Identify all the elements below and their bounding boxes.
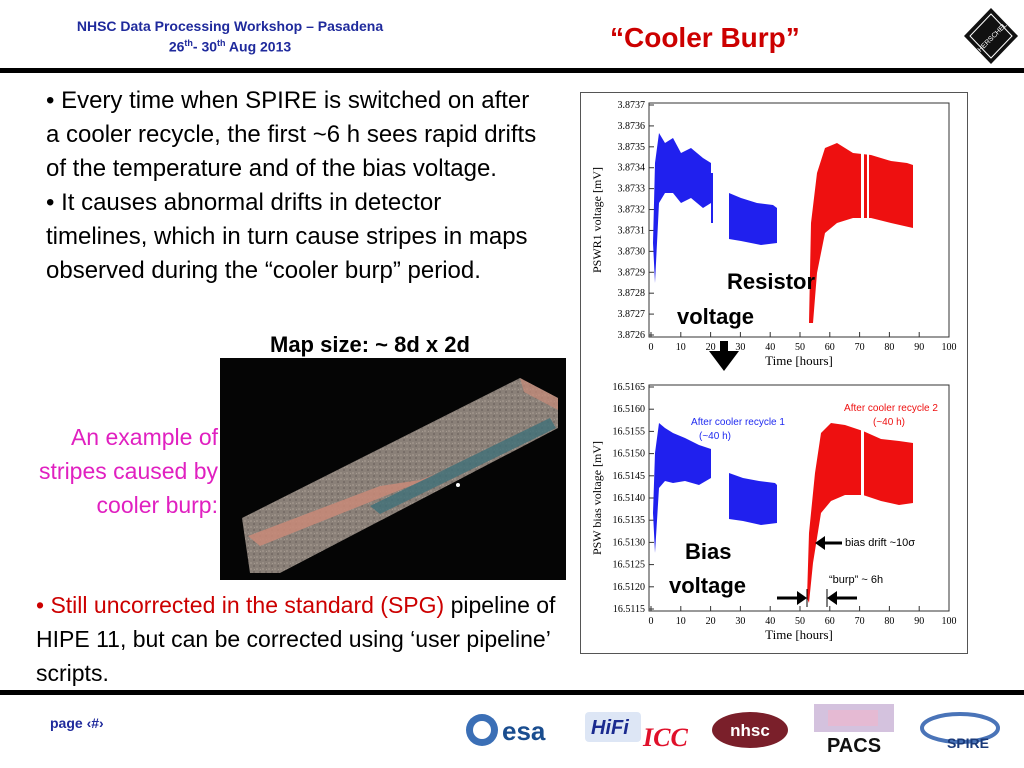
svg-text:nhsc: nhsc [730, 721, 770, 740]
top-y-tick-label: 3.8728 [618, 288, 646, 299]
stripe-map-image [220, 358, 566, 580]
svg-text:SPIRE: SPIRE [947, 735, 989, 751]
bottom-red-series [807, 423, 913, 603]
top-x-tick-label: 0 [649, 342, 654, 353]
bottom-x-tick-label: 10 [676, 616, 686, 627]
bottom-y-tick-label: 16.5130 [613, 537, 646, 548]
recycle1-annotation-l2: (~40 h) [699, 431, 731, 442]
top-x-tick-label: 60 [825, 342, 835, 353]
bias-label-line2: voltage [669, 573, 746, 598]
recycle1-annotation-l1: After cooler recycle 1 [691, 417, 785, 428]
hifi-icc-logo: HiFi ICC [585, 712, 688, 752]
pipeline-red-text: Still uncorrected in the standard (SPG) [50, 592, 445, 618]
bottom-y-tick-label: 16.5155 [613, 426, 646, 437]
pacs-logo: PACS [814, 704, 894, 756]
spire-logo: SPIRE [920, 712, 1000, 751]
left-arrow-icon [815, 536, 842, 550]
top-y-tick-label: 3.8737 [618, 100, 646, 111]
bullet-list: • Every time when SPIRE is switched on a… [46, 84, 546, 288]
bottom-y-tick-label: 16.5125 [613, 560, 646, 571]
bottom-x-tick-label: 40 [765, 616, 775, 627]
svg-text:PACS: PACS [827, 735, 881, 756]
bullet-pipeline: • Still uncorrected in the standard (SPG… [36, 592, 556, 686]
top-x-tick-label: 80 [884, 342, 894, 353]
bottom-y-tick-label: 16.5165 [613, 382, 646, 393]
bottom-x-tick-label: 0 [649, 616, 654, 627]
workshop-header: NHSC Data Processing Workshop – Pasadena… [40, 18, 420, 56]
down-arrow-icon [709, 341, 739, 371]
bottom-y-tick-label: 16.5120 [613, 582, 646, 593]
top-x-tick-label: 70 [855, 342, 865, 353]
bottom-x-tick-label: 20 [706, 616, 716, 627]
top-y-tick-label: 3.8730 [618, 246, 646, 257]
top-y-tick-label: 3.8726 [618, 330, 646, 341]
recycle2-annotation-l1: After cooler recycle 2 [844, 403, 938, 414]
top-y-tick-label: 3.8735 [618, 142, 646, 153]
top-blue-series-2 [729, 193, 777, 245]
bottom-x-tick-label: 50 [795, 616, 805, 627]
bottom-ylabel: PSW bias voltage [mV] [590, 441, 604, 555]
top-x-tick-label: 20 [706, 342, 716, 353]
nhsc-logo: nhsc [712, 712, 788, 748]
bottom-blue-series [653, 423, 711, 553]
burp-arrows-icon [777, 589, 857, 607]
map-size-title: Map size: ~ 8d x 2d [270, 332, 470, 357]
bottom-x-tick-label: 90 [914, 616, 924, 627]
top-xlabel: Time [hours] [765, 353, 833, 368]
top-blue-series [653, 133, 711, 283]
svg-text:esa: esa [502, 716, 546, 746]
bottom-y-tick-label: 16.5160 [613, 404, 646, 415]
bottom-x-tick-label: 80 [884, 616, 894, 627]
svg-text:ICC: ICC [642, 723, 688, 752]
burp-annotation: “burp” ~ 6h [829, 574, 883, 586]
plots-panel: 3.8737 3.8736 3.8735 3.8734 3.8733 3.8732 3.87… [580, 92, 968, 654]
top-red-series [809, 143, 913, 323]
top-y-tick-label: 3.8729 [618, 267, 646, 278]
top-y-tick-label: 3.8727 [618, 309, 646, 320]
top-y-tick-label: 3.8734 [618, 163, 646, 174]
workshop-dates: 26th- 30th Aug 2013 [168, 38, 292, 55]
bottom-x-tick-label: 60 [825, 616, 835, 627]
bias-label-line1: Bias [685, 539, 731, 564]
bottom-x-tick-label: 70 [855, 616, 865, 627]
top-x-tick-label: 100 [942, 342, 957, 353]
page-number: page ‹#› [50, 715, 104, 731]
top-x-tick-label: 50 [795, 342, 805, 353]
top-x-tick-label: 30 [735, 342, 745, 353]
bottom-x-tick-label: 30 [735, 616, 745, 627]
workshop-name: NHSC Data Processing Workshop – Pasadena [76, 18, 384, 34]
footer-rule [0, 690, 1024, 695]
top-y-tick-label: 3.8732 [618, 205, 646, 216]
esa-logo: esa [466, 714, 546, 746]
bottom-y-tick-label: 16.5140 [613, 493, 646, 504]
header-rule [0, 68, 1024, 73]
top-y-tick-label: 3.8733 [618, 184, 646, 195]
resistor-label-line2: voltage [677, 304, 754, 329]
bottom-plot: 16.5165 16.5160 16.5155 16.5150 16.5145 16.51… [590, 382, 957, 642]
top-plot: 3.8737 3.8736 3.8735 3.8734 3.8733 3.8732 3.87… [590, 100, 957, 371]
bias-drift-annotation: bias drift ~10σ [845, 537, 915, 549]
top-y-tick-label: 3.8736 [618, 121, 646, 132]
recycle2-annotation-l2: (~40 h) [873, 417, 905, 428]
bottom-x-tick-label: 100 [942, 616, 957, 627]
bottom-blue-series-2 [729, 473, 777, 525]
herschel-logo: HERSCHEL [964, 8, 1018, 64]
bullet-item: • Every time when SPIRE is switched on a… [46, 87, 537, 182]
bullet-item: • It causes abnormal drifts in detector … [46, 189, 528, 284]
pipeline-black-text: pipeline of HIPE 11, but can be correcte… [36, 592, 556, 686]
top-x-tick-label: 10 [676, 342, 686, 353]
top-x-tick-label: 40 [765, 342, 775, 353]
bottom-y-tick-label: 16.5135 [613, 515, 646, 526]
top-ylabel: PSWR1 voltage [mV] [590, 167, 604, 273]
bottom-xlabel: Time [hours] [765, 627, 833, 642]
top-x-tick-label: 90 [914, 342, 924, 353]
resistor-label-line1: Resistor [727, 269, 815, 294]
top-y-tick-label: 3.8731 [618, 225, 646, 236]
svg-text:HiFi: HiFi [591, 717, 629, 739]
example-caption: An example of stripes caused by cooler b… [39, 424, 218, 518]
bottom-y-tick-label: 16.5150 [613, 449, 646, 460]
slide-title: “Cooler Burp” [610, 22, 800, 53]
bottom-y-tick-label: 16.5145 [613, 471, 646, 482]
bottom-y-tick-label: 16.5115 [613, 604, 645, 615]
